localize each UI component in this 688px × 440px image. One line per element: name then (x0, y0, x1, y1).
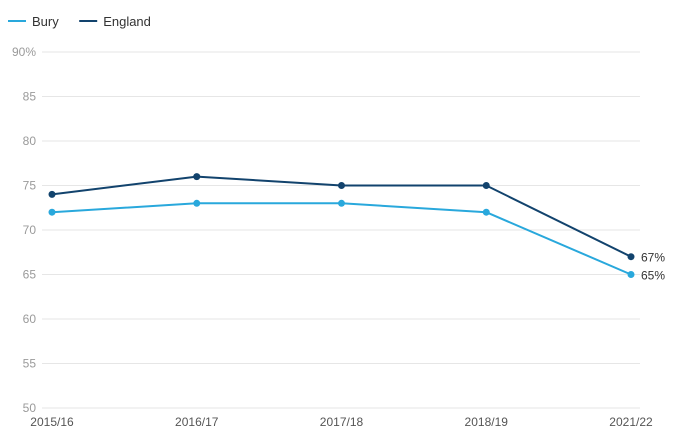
x-tick-label: 2021/22 (609, 415, 653, 429)
x-tick-label: 2017/18 (320, 415, 364, 429)
y-tick-label: 60 (23, 312, 37, 326)
y-tick-label: 50 (23, 401, 37, 415)
x-tick-label: 2015/16 (30, 415, 74, 429)
series-lines: 65%67% (48, 173, 665, 283)
legend: Bury England (8, 14, 151, 29)
data-point (627, 253, 635, 261)
gridlines (42, 51, 640, 409)
x-axis-ticks: 2015/16 2016/17 2017/18 2018/19 2021/22 (30, 415, 653, 429)
data-point (193, 173, 201, 181)
y-tick-label: 75 (23, 179, 37, 193)
data-point (193, 199, 201, 207)
y-tick-label: 90% (12, 45, 36, 59)
y-axis-ticks: 50 55 60 65 70 75 80 85 90% (12, 45, 36, 415)
data-point (48, 190, 56, 198)
legend-label: Bury (32, 14, 59, 29)
data-point (482, 208, 490, 216)
y-tick-label: 80 (23, 134, 37, 148)
y-tick-label: 85 (23, 90, 37, 104)
x-tick-label: 2018/19 (465, 415, 509, 429)
data-point (627, 271, 635, 278)
end-value-label: 65% (641, 269, 665, 283)
data-point (48, 208, 56, 216)
y-tick-label: 65 (23, 268, 37, 282)
data-point (482, 182, 490, 189)
y-tick-label: 55 (23, 357, 37, 371)
legend-label: England (103, 14, 151, 29)
y-tick-label: 70 (23, 223, 37, 237)
x-tick-label: 2016/17 (175, 415, 219, 429)
data-point (338, 182, 345, 189)
data-point (338, 199, 345, 207)
end-value-label: 67% (641, 251, 665, 265)
